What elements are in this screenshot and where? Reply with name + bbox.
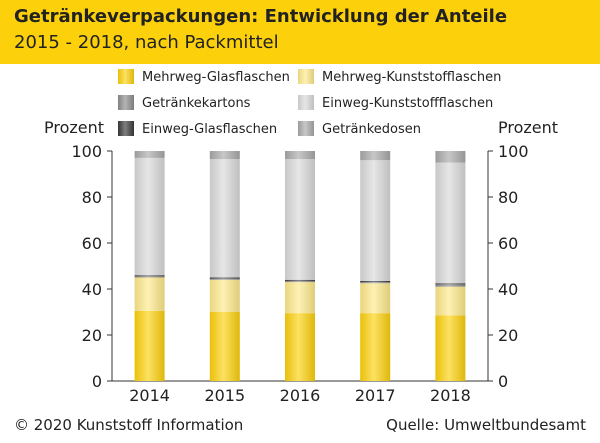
axes: 0 0 20 20 40 40 60 60 80 80 100 100 Prozent Prozent 20… bbox=[44, 118, 558, 405]
bar-segment-mehrweg-glasflaschen-2017 bbox=[360, 313, 391, 381]
bar-segment-einweg-kunststoffflaschen-2015 bbox=[209, 159, 240, 278]
legend: Mehrweg-Glasflaschen Mehrweg-Kunststoffla… bbox=[118, 69, 501, 137]
bar-segment-getränkekartons-2015 bbox=[209, 278, 240, 280]
bar-segment-getränkedosen-2017 bbox=[360, 151, 391, 161]
bars bbox=[134, 151, 466, 381]
legend-item-einweg-kunststoffflaschen: Einweg-Kunststoffflaschen bbox=[298, 95, 493, 111]
x-tick-label: 2018 bbox=[430, 386, 471, 405]
bar-segment-mehrweg-kunststofflaschen-2014 bbox=[134, 277, 165, 311]
legend-item-einweg-glasflaschen: Einweg-Glasflaschen bbox=[118, 121, 277, 137]
legend-swatch bbox=[118, 69, 134, 84]
bar-segment-getränkekartons-2017 bbox=[360, 282, 391, 284]
y-axis-label-left: Prozent bbox=[44, 118, 104, 137]
y-tick-label-right: 40 bbox=[498, 280, 518, 299]
legend-swatch bbox=[298, 69, 314, 84]
bar-segment-getränkekartons-2018 bbox=[435, 284, 466, 287]
legend-item-getränkekartons: Getränkekartons bbox=[118, 95, 251, 111]
chart-subtitle: 2015 - 2018, nach Packmittel bbox=[14, 32, 279, 53]
chart-title: Getränkeverpackungen: Entwicklung der An… bbox=[14, 6, 508, 27]
bar-segment-einweg-kunststoffflaschen-2017 bbox=[360, 160, 391, 281]
bar-segment-mehrweg-glasflaschen-2016 bbox=[285, 313, 315, 381]
bar-segment-einweg-glasflaschen-2018 bbox=[435, 283, 466, 285]
legend-label: Mehrweg-Kunststofflaschen bbox=[322, 70, 501, 85]
legend-swatch bbox=[118, 121, 134, 136]
legend-label: Mehrweg-Glasflaschen bbox=[142, 70, 290, 85]
header-banner: Getränkeverpackungen: Entwicklung der An… bbox=[0, 0, 600, 64]
bar-segment-mehrweg-kunststofflaschen-2017 bbox=[360, 283, 391, 314]
bar-segment-mehrweg-glasflaschen-2015 bbox=[209, 312, 240, 381]
legend-item-mehrweg-kunststofflaschen: Mehrweg-Kunststofflaschen bbox=[298, 69, 501, 85]
bar-segment-einweg-kunststoffflaschen-2014 bbox=[134, 157, 165, 276]
x-tick-label: 2017 bbox=[355, 386, 396, 405]
bar-segment-getränkekartons-2014 bbox=[134, 276, 165, 278]
bar-segment-getränkekartons-2016 bbox=[285, 280, 315, 283]
x-tick-label: 2015 bbox=[204, 386, 245, 405]
bar-segment-getränkedosen-2018 bbox=[435, 151, 466, 163]
legend-label: Einweg-Glasflaschen bbox=[142, 122, 277, 137]
y-tick-label-left: 100 bbox=[71, 142, 102, 161]
stacked-bar-chart: Mehrweg-Glasflaschen Mehrweg-Kunststoffla… bbox=[44, 69, 558, 405]
x-tick-label: 2016 bbox=[280, 386, 321, 405]
bar-segment-getränkedosen-2015 bbox=[209, 151, 240, 160]
bar-segment-einweg-kunststoffflaschen-2018 bbox=[435, 162, 466, 284]
y-axis-label-right: Prozent bbox=[498, 118, 558, 137]
y-tick-label-left: 20 bbox=[82, 326, 102, 345]
bar-segment-mehrweg-glasflaschen-2014 bbox=[134, 310, 165, 381]
bar-segment-mehrweg-kunststofflaschen-2015 bbox=[209, 279, 240, 312]
bar-segment-getränkedosen-2014 bbox=[134, 151, 165, 158]
bar-segment-einweg-kunststoffflaschen-2016 bbox=[285, 159, 315, 280]
y-tick-label-right: 60 bbox=[498, 234, 518, 253]
bar-segment-einweg-glasflaschen-2015 bbox=[209, 277, 240, 279]
y-tick-label-left: 40 bbox=[82, 280, 102, 299]
bar-segment-mehrweg-kunststofflaschen-2016 bbox=[285, 282, 315, 314]
y-tick-label-right: 100 bbox=[498, 142, 529, 161]
bar-segment-einweg-glasflaschen-2016 bbox=[285, 279, 315, 281]
bar-segment-einweg-glasflaschen-2017 bbox=[360, 280, 391, 283]
y-tick-label-right: 0 bbox=[498, 372, 508, 391]
y-tick-label-left: 60 bbox=[82, 234, 102, 253]
legend-item-mehrweg-glasflaschen: Mehrweg-Glasflaschen bbox=[118, 69, 290, 85]
bar-segment-einweg-glasflaschen-2014 bbox=[134, 275, 165, 277]
legend-item-getränkedosen: Getränkedosen bbox=[298, 121, 421, 137]
legend-label: Getränkekartons bbox=[142, 96, 251, 111]
legend-label: Getränkedosen bbox=[322, 122, 421, 137]
bar-segment-mehrweg-kunststofflaschen-2018 bbox=[435, 286, 466, 316]
x-tick-label: 2014 bbox=[129, 386, 170, 405]
copyright-text: © 2020 Kunststoff Information bbox=[14, 416, 244, 434]
legend-label: Einweg-Kunststoffflaschen bbox=[322, 96, 493, 111]
bar-segment-getränkedosen-2016 bbox=[285, 151, 315, 160]
y-tick-label-left: 80 bbox=[82, 188, 102, 207]
legend-swatch bbox=[118, 95, 134, 110]
y-tick-label-right: 80 bbox=[498, 188, 518, 207]
y-tick-label-left: 0 bbox=[92, 372, 102, 391]
y-tick-label-right: 20 bbox=[498, 326, 518, 345]
bar-segment-mehrweg-glasflaschen-2018 bbox=[435, 315, 466, 381]
source-text: Quelle: Umweltbundesamt bbox=[386, 416, 586, 434]
legend-swatch bbox=[298, 121, 314, 136]
legend-swatch bbox=[298, 95, 314, 110]
